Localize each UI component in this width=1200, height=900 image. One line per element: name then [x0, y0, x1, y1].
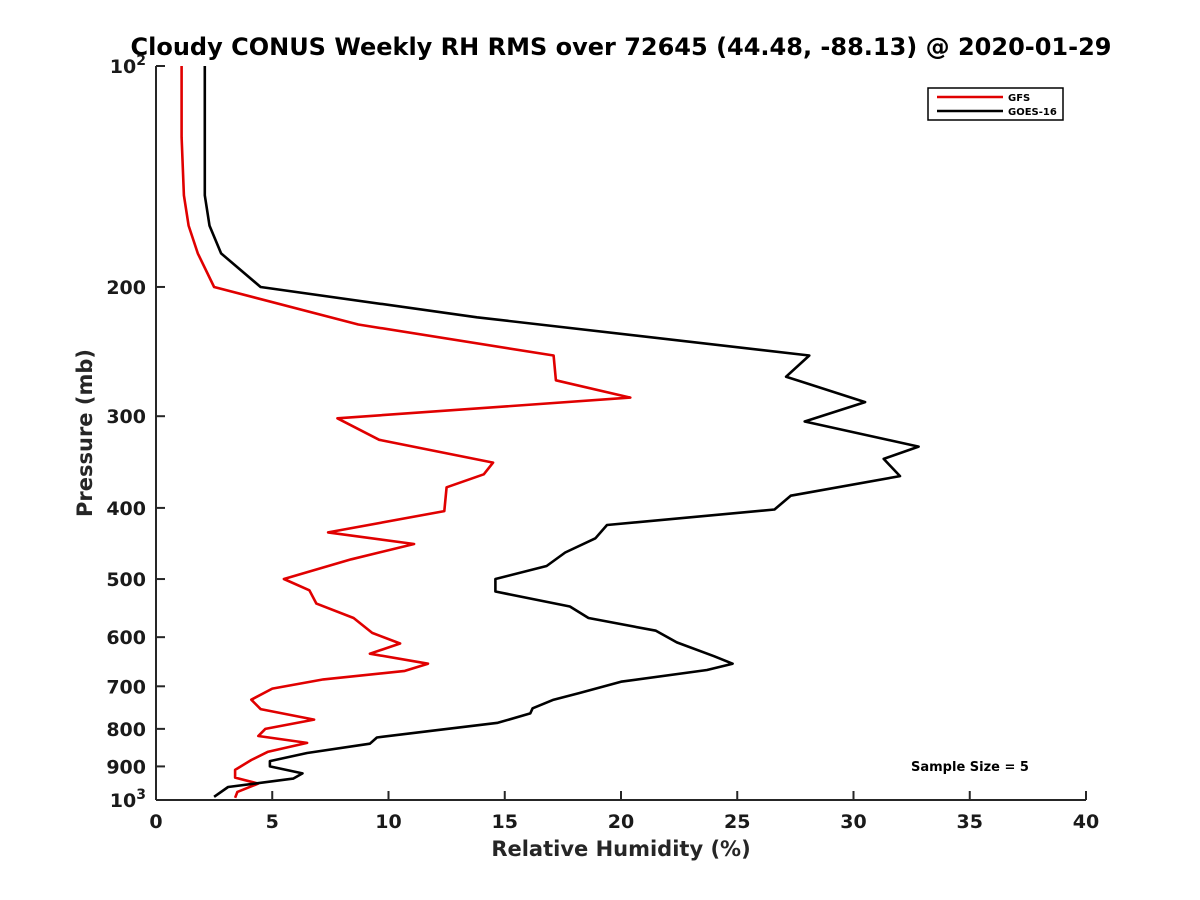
chart-title: Cloudy CONUS Weekly RH RMS over 72645 (4…	[131, 33, 1112, 61]
y-axis-label: Pressure (mb)	[73, 349, 97, 517]
x-axis-label: Relative Humidity (%)	[491, 837, 750, 861]
legend-label-gfs: GFS	[1008, 93, 1030, 104]
y-tick-label: 102	[110, 53, 146, 78]
x-tick-label: 15	[492, 811, 518, 833]
x-tick-label: 5	[266, 811, 279, 833]
series-line-gfs	[180, 66, 632, 799]
y-tick-label: 103	[110, 787, 146, 812]
y-tick-label: 500	[106, 569, 146, 591]
x-tick-label: 0	[149, 811, 162, 833]
sample-size-annotation: Sample Size = 5	[911, 760, 1029, 775]
y-tick-label: 600	[106, 627, 146, 649]
series-lines	[180, 66, 920, 799]
x-axis-ticks: 0 5 10 15 20 25 30 35 40	[149, 791, 1099, 833]
y-tick-label: 300	[106, 406, 146, 428]
x-tick-label: 40	[1073, 811, 1099, 833]
x-tick-label: 35	[957, 811, 983, 833]
legend-label-goes16: GOES-16	[1008, 107, 1057, 118]
x-tick-label: 20	[608, 811, 634, 833]
plot-area-frame	[156, 66, 1086, 800]
legend: GFS GOES-16	[927, 87, 1064, 121]
x-tick-label: 10	[375, 811, 401, 833]
y-tick-label: 800	[106, 719, 146, 741]
y-axis-ticks: 102 200 300 400 500 600 700 800 900 103	[106, 53, 165, 812]
y-tick-label: 700	[106, 676, 146, 698]
legend-box	[927, 87, 1064, 121]
y-tick-label: 200	[106, 277, 146, 299]
y-tick-label: 900	[106, 756, 146, 778]
x-tick-label: 25	[724, 811, 750, 833]
series-line-goes16	[203, 66, 920, 798]
y-tick-label: 400	[106, 498, 146, 520]
x-tick-label: 30	[840, 811, 866, 833]
